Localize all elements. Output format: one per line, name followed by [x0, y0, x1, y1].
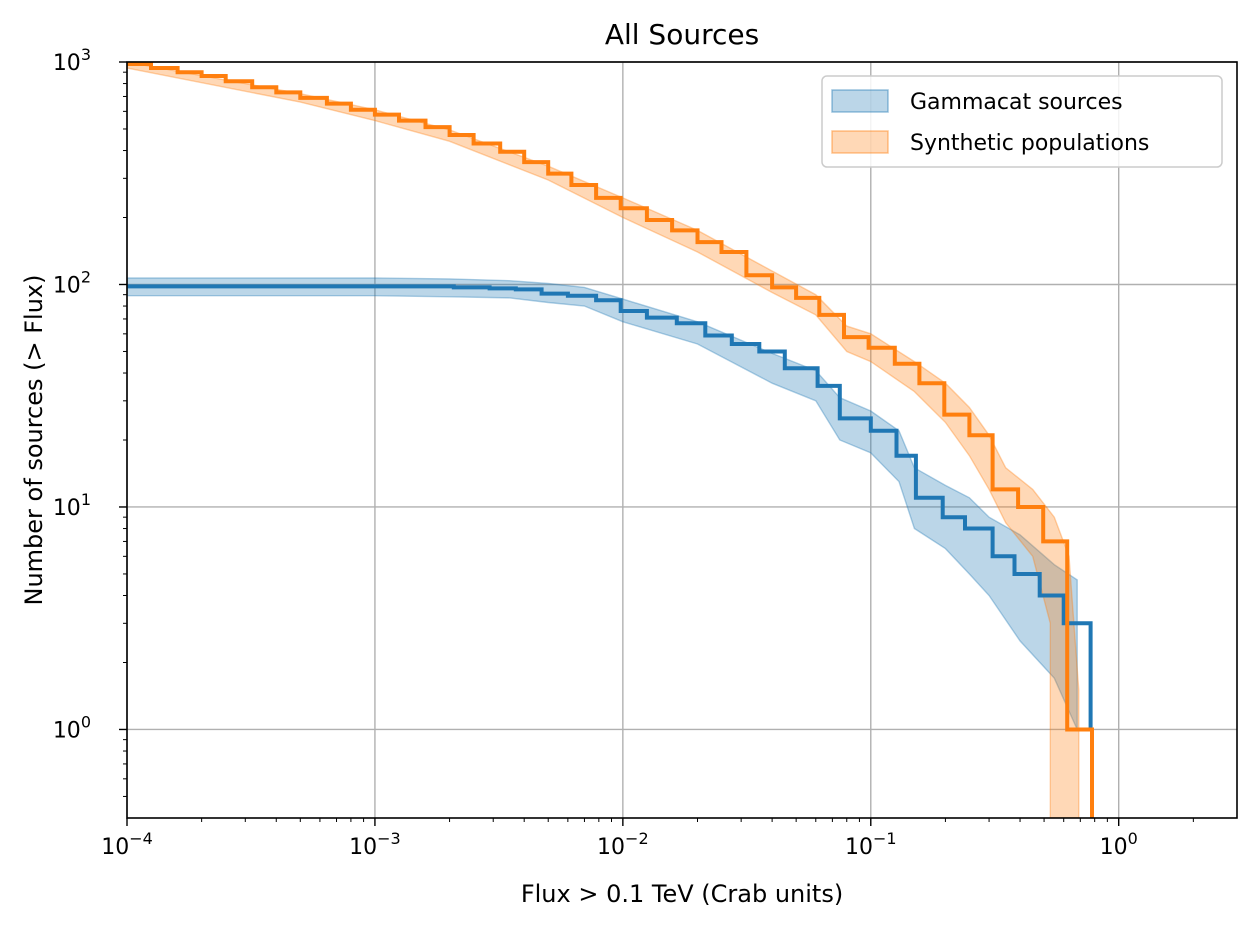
- series-line-synthetic: [127, 62, 1094, 818]
- chart-title: All Sources: [605, 18, 759, 51]
- legend-frame: [821, 75, 1223, 168]
- y-axis-label: Number of sources (> Flux): [20, 275, 48, 606]
- legend-label-synthetic: Synthetic populations: [910, 131, 1149, 156]
- plot-area: [127, 62, 1094, 818]
- legend: Gammacat sources Synthetic populations: [821, 75, 1223, 168]
- y-tick-label: 103: [53, 45, 91, 76]
- legend-swatch-gammacat: [831, 89, 889, 113]
- series-line-gammacat: [127, 284, 1094, 818]
- legend-swatch-synthetic: [831, 130, 889, 154]
- legend-label-gammacat: Gammacat sources: [910, 90, 1123, 115]
- x-axis-label: Flux > 0.1 TeV (Crab units): [521, 880, 843, 908]
